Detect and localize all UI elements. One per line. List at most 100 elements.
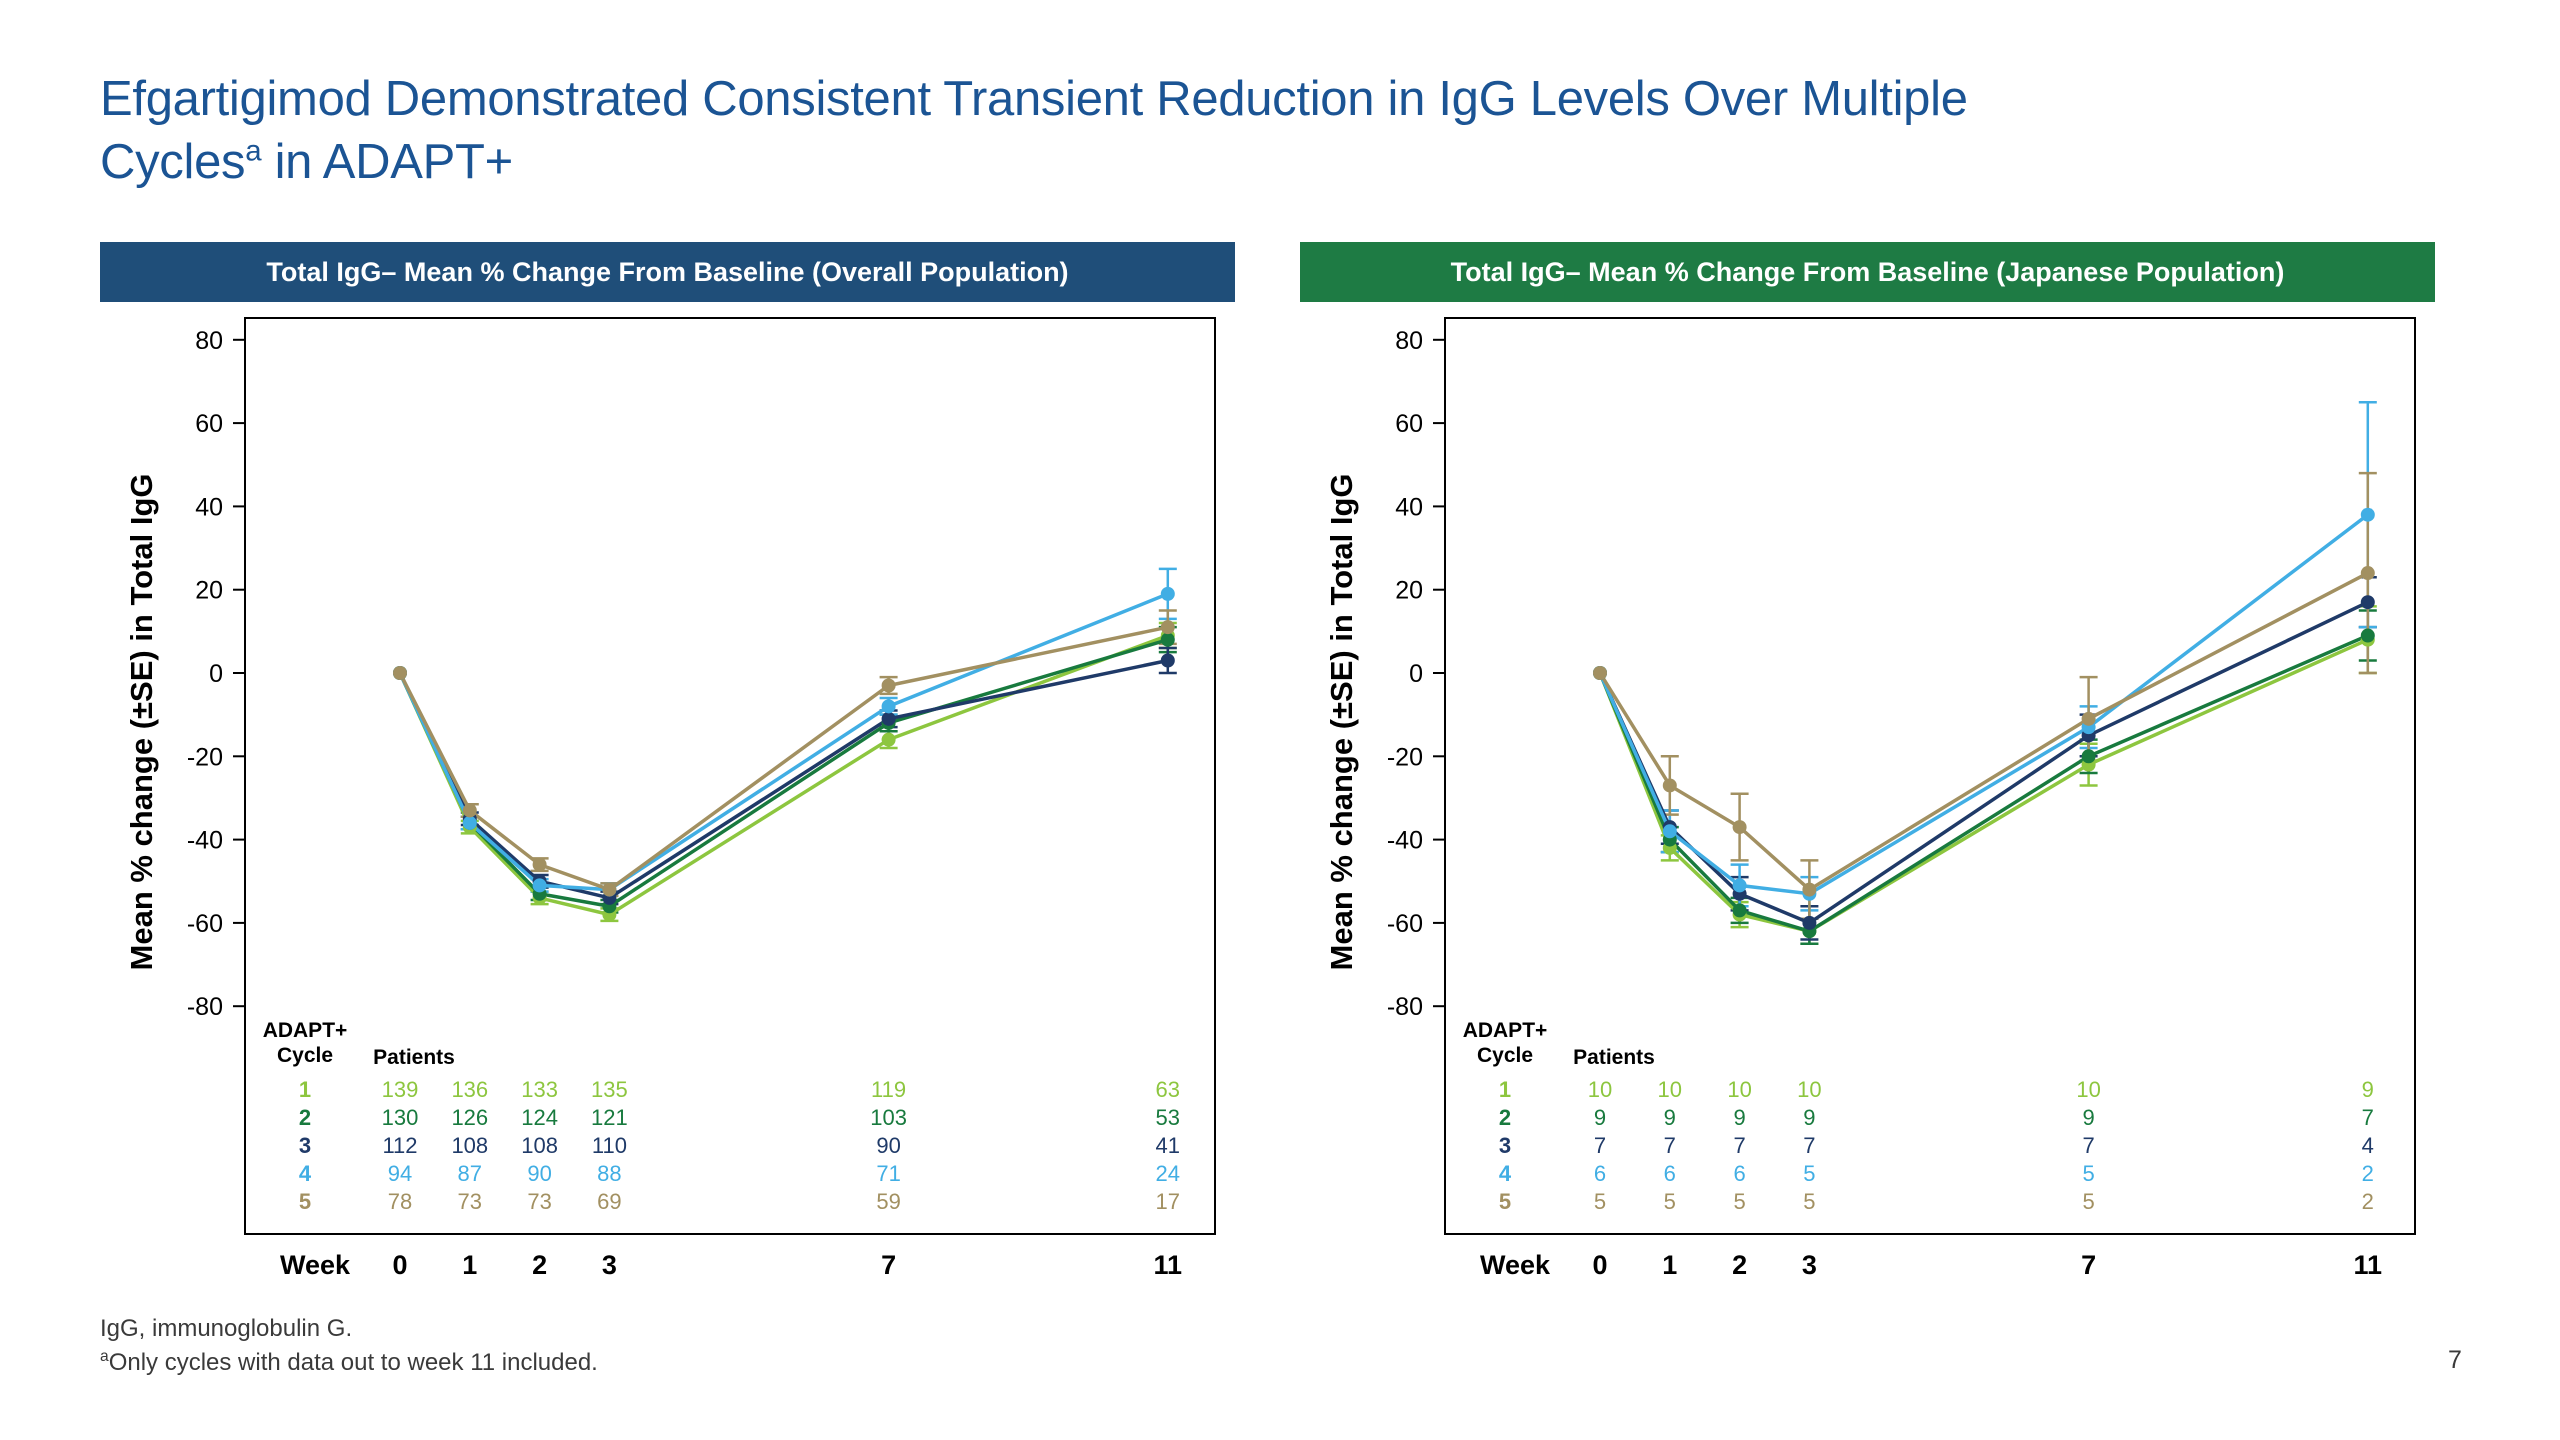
svg-text:3: 3 — [1802, 1250, 1817, 1280]
svg-text:126: 126 — [451, 1105, 488, 1130]
svg-text:40: 40 — [1395, 493, 1423, 521]
svg-text:7: 7 — [2082, 1133, 2094, 1158]
svg-text:-80: -80 — [187, 993, 223, 1021]
x-axis: Week 0 1 2 3 7 11 — [280, 1250, 1182, 1280]
page-title-line1: Efgartigimod Demonstrated Consistent Tra… — [100, 72, 1968, 126]
error-bars — [1660, 401, 2377, 945]
svg-text:7: 7 — [2081, 1250, 2096, 1280]
svg-text:87: 87 — [458, 1161, 482, 1186]
y-axis-label: Mean % change (±SE) in Total IgG — [1324, 474, 1359, 971]
svg-text:73: 73 — [458, 1189, 482, 1214]
svg-text:7: 7 — [881, 1250, 896, 1280]
svg-text:5: 5 — [1803, 1161, 1815, 1186]
svg-text:7: 7 — [1803, 1133, 1815, 1158]
svg-text:71: 71 — [876, 1161, 900, 1186]
svg-text:5: 5 — [2082, 1189, 2094, 1214]
svg-text:80: 80 — [195, 327, 223, 355]
svg-text:17: 17 — [1156, 1189, 1180, 1214]
svg-text:6: 6 — [1594, 1161, 1606, 1186]
svg-text:7: 7 — [1733, 1133, 1745, 1158]
svg-text:11: 11 — [1154, 1250, 1183, 1280]
svg-text:ADAPT+: ADAPT+ — [263, 1019, 348, 1042]
svg-text:41: 41 — [1156, 1133, 1180, 1158]
svg-text:2: 2 — [299, 1105, 311, 1130]
chart-panel-overall: Total IgG– Mean % Change From Baseline (… — [100, 242, 1235, 1302]
footnotes: IgG, immunoglobulin G. aOnly cycles with… — [100, 1312, 598, 1379]
svg-text:6: 6 — [1733, 1161, 1745, 1186]
svg-text:4: 4 — [299, 1161, 312, 1186]
svg-text:5: 5 — [299, 1189, 311, 1214]
svg-text:2: 2 — [1732, 1250, 1747, 1280]
svg-text:1: 1 — [1499, 1077, 1511, 1102]
svg-text:59: 59 — [876, 1189, 900, 1214]
series-points — [1593, 507, 2375, 939]
svg-text:1: 1 — [1662, 1250, 1677, 1280]
svg-text:121: 121 — [591, 1105, 628, 1130]
svg-text:7: 7 — [1594, 1133, 1606, 1158]
patients-table: ADAPT+Cycle Patients 1 139 136 133 135 119 63 2 13… — [263, 1019, 1180, 1214]
svg-text:73: 73 — [527, 1189, 551, 1214]
svg-text:-40: -40 — [1387, 827, 1423, 855]
error-bars — [460, 567, 1177, 923]
svg-text:108: 108 — [451, 1133, 488, 1158]
svg-text:5: 5 — [1499, 1189, 1511, 1214]
svg-text:88: 88 — [597, 1161, 621, 1186]
svg-text:7: 7 — [1664, 1133, 1676, 1158]
chart-header-japanese-label: Total IgG– Mean % Change From Baseline (… — [1450, 256, 2285, 287]
svg-text:69: 69 — [597, 1189, 621, 1214]
svg-text:2: 2 — [2362, 1189, 2374, 1214]
svg-text:9: 9 — [1733, 1105, 1745, 1130]
svg-text:3: 3 — [602, 1250, 617, 1280]
series-points — [393, 586, 1175, 922]
svg-text:6: 6 — [1664, 1161, 1676, 1186]
svg-text:5: 5 — [1594, 1189, 1606, 1214]
svg-text:133: 133 — [521, 1077, 558, 1102]
svg-text:103: 103 — [870, 1105, 907, 1130]
svg-text:-40: -40 — [187, 827, 223, 855]
svg-text:60: 60 — [195, 410, 223, 438]
svg-text:90: 90 — [527, 1161, 551, 1186]
svg-text:10: 10 — [1727, 1077, 1751, 1102]
svg-text:5: 5 — [1733, 1189, 1745, 1214]
page-title: Efgartigimod Demonstrated Consistent Tra… — [100, 68, 1968, 193]
y-axis-label: Mean % change (±SE) in Total IgG — [124, 474, 159, 971]
svg-text:139: 139 — [382, 1077, 419, 1102]
svg-text:3: 3 — [1499, 1133, 1511, 1158]
svg-text:-60: -60 — [1387, 910, 1423, 938]
svg-text:94: 94 — [388, 1161, 412, 1186]
svg-text:24: 24 — [1156, 1161, 1180, 1186]
svg-text:9: 9 — [1803, 1105, 1815, 1130]
svg-text:1: 1 — [462, 1250, 477, 1280]
series-lines — [398, 592, 1169, 917]
chart-header-japanese: Total IgG– Mean % Change From Baseline (… — [1300, 242, 2435, 302]
x-axis: Week 0 1 2 3 7 11 — [1480, 1250, 2382, 1280]
page-number: 7 — [2448, 1346, 2462, 1374]
svg-text:2: 2 — [1499, 1105, 1511, 1130]
svg-text:9: 9 — [2082, 1105, 2094, 1130]
svg-text:1: 1 — [299, 1077, 311, 1102]
svg-text:5: 5 — [1803, 1189, 1815, 1214]
svg-text:7: 7 — [2362, 1105, 2374, 1130]
svg-text:53: 53 — [1156, 1105, 1180, 1130]
svg-text:40: 40 — [195, 493, 223, 521]
chart-header-overall-label: Total IgG– Mean % Change From Baseline (… — [266, 256, 1069, 287]
svg-text:-20: -20 — [187, 743, 223, 771]
svg-text:119: 119 — [871, 1077, 906, 1102]
plot-frame — [1444, 317, 2416, 1235]
svg-text:-80: -80 — [1387, 993, 1423, 1021]
svg-text:10: 10 — [1658, 1077, 1682, 1102]
svg-text:2: 2 — [532, 1250, 547, 1280]
page-title-superscript: a — [245, 134, 262, 168]
svg-text:80: 80 — [1395, 327, 1423, 355]
y-axis: 80 60 40 20 0 -20 -40 -60 -80 — [187, 327, 245, 1021]
svg-text:112: 112 — [382, 1133, 417, 1158]
svg-text:-20: -20 — [1387, 743, 1423, 771]
footnote-abbreviation: IgG, immunoglobulin G. — [100, 1315, 353, 1342]
svg-text:10: 10 — [1588, 1077, 1612, 1102]
svg-text:90: 90 — [876, 1133, 900, 1158]
svg-text:135: 135 — [591, 1077, 628, 1102]
svg-text:10: 10 — [1797, 1077, 1821, 1102]
